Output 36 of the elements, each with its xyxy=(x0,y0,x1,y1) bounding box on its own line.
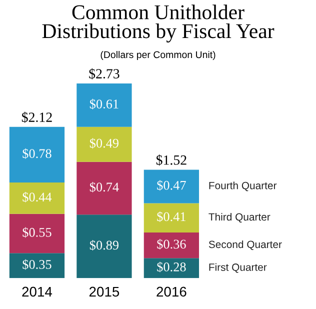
chart-subtitle: (Dollars per Common Unit) xyxy=(100,50,216,60)
bar xyxy=(144,232,200,258)
total-label: $1.52 xyxy=(156,154,186,166)
bar xyxy=(9,126,65,183)
series-label: Fourth Quarter xyxy=(209,182,277,192)
data-label: $0.74 xyxy=(90,182,119,192)
bar xyxy=(76,83,132,127)
bar xyxy=(76,126,132,162)
data-label: $0.55 xyxy=(22,227,52,238)
data-label: $0.49 xyxy=(90,138,119,149)
data-label: $0.41 xyxy=(157,211,186,222)
bar xyxy=(144,203,200,232)
x-tick-label: 2015 xyxy=(89,286,120,297)
data-label: $0.89 xyxy=(90,240,119,251)
bar xyxy=(9,253,65,278)
series-label: First Quarter xyxy=(209,263,267,273)
data-label: $0.61 xyxy=(90,98,118,110)
bar xyxy=(144,170,200,204)
bar xyxy=(76,214,132,278)
data-label: $0.28 xyxy=(157,262,186,272)
data-label: $0.44 xyxy=(22,192,52,202)
bar xyxy=(9,182,65,214)
bar xyxy=(9,214,65,254)
data-label: $0.78 xyxy=(22,148,52,159)
x-tick-label: 2016 xyxy=(156,286,186,297)
data-label: $0.35 xyxy=(22,259,52,270)
bar xyxy=(76,162,132,215)
bar xyxy=(144,258,200,278)
data-label: $0.47 xyxy=(157,180,186,191)
total-label: $2.12 xyxy=(22,112,52,123)
total-label: $2.73 xyxy=(89,68,120,80)
x-tick-label: 2014 xyxy=(22,286,52,297)
data-label: $0.36 xyxy=(157,238,186,250)
series-label: Third Quarter xyxy=(208,212,270,223)
chart-title: Common Unitholder Distributions by Fiscal Year xyxy=(42,4,274,42)
series-label: Second Quarter xyxy=(208,240,282,250)
